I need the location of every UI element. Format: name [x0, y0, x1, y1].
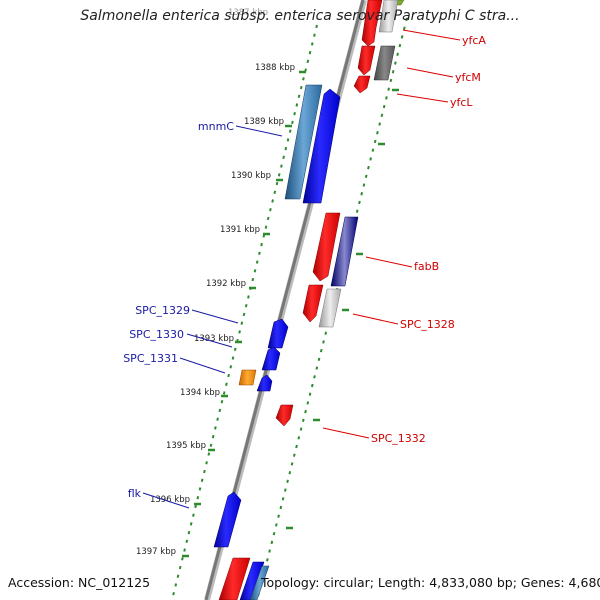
scale-label-1395: 1395 kbp [166, 441, 206, 451]
gene-feature-SPC_1330[interactable] [261, 346, 281, 371]
gene-feature-yfcA-grey[interactable] [378, 0, 399, 33]
gene-label-yfcM[interactable]: yfcM [455, 71, 481, 84]
gene-feature-bottom-red[interactable] [218, 557, 251, 600]
gene-label-SPC_1330[interactable]: SPC_1330 [129, 328, 184, 341]
gene-label-SPC_1329[interactable]: SPC_1329 [135, 304, 190, 317]
gene-label-fabB[interactable]: fabB [414, 260, 439, 273]
gene-feature-flk[interactable] [213, 491, 242, 548]
gene-feature-yfcM-dgrey[interactable] [373, 45, 396, 81]
scale-label-1396: 1396 kbp [150, 495, 190, 505]
gene-feature-yfcA-red[interactable] [361, 0, 383, 47]
gene-label-SPC_1328[interactable]: SPC_1328 [400, 318, 455, 331]
scale-label-1387: 1387 kbp [228, 8, 268, 18]
gc-track-inner [171, 24, 318, 600]
label-leader-lines [142, 29, 461, 509]
scale-label-1397: 1397 kbp [136, 547, 176, 557]
gene-label-yfcA[interactable]: yfcA [462, 34, 486, 47]
gene-label-mnmC[interactable]: mnmC [198, 120, 234, 133]
gene-feature-SPC_1328-grey[interactable] [318, 288, 342, 328]
scale-label-1389: 1389 kbp [244, 117, 284, 127]
gene-feature-bottom-blue[interactable] [239, 561, 265, 600]
scale-label-1391: 1391 kbp [220, 225, 260, 235]
gene-feature-SPC_1328-red[interactable] [302, 284, 324, 323]
scale-label-1388: 1388 kbp [255, 63, 295, 73]
gene-feature-mnmC-blue[interactable] [302, 88, 341, 204]
reverse-strand-features [218, 0, 405, 600]
gene-feature-SPC_1331-orange[interactable] [238, 369, 257, 386]
topology-text: Topology: circular; Length: 4,833,080 bp… [261, 575, 600, 590]
gene-feature-yfcM-red[interactable] [357, 45, 376, 76]
gene-feature-fabB-red[interactable] [312, 212, 341, 282]
gene-feature-SPC_1329[interactable] [267, 318, 289, 349]
gene-feature-fabB-navy[interactable] [330, 216, 359, 287]
gene-label-flk[interactable]: flk [128, 487, 142, 500]
scale-label-1392: 1392 kbp [206, 279, 246, 289]
forward-strand-features [213, 84, 341, 600]
accession-text: Accession: NC_012125 [8, 575, 151, 590]
gene-label-yfcL[interactable]: yfcL [450, 96, 473, 109]
scale-tick-marks [182, 70, 399, 558]
gene-label-SPC_1332[interactable]: SPC_1332 [371, 432, 426, 445]
gene-feature-SPC_1331-blue[interactable] [256, 374, 273, 392]
gene-feature-yfcL[interactable] [353, 75, 371, 94]
scale-label-1390: 1390 kbp [231, 171, 271, 181]
gene-label-SPC_1331[interactable]: SPC_1331 [123, 352, 178, 365]
scale-label-1393: 1393 kbp [194, 334, 234, 344]
gene-feature-mnmC-steel[interactable] [284, 84, 323, 200]
map-title: Salmonella enterica subsp. enterica sero… [80, 8, 520, 24]
gene-feature-bottom-steel[interactable] [249, 565, 270, 600]
gc-track-outer [256, 17, 408, 600]
gene-feature-SPC_1332[interactable] [275, 404, 294, 427]
scale-label-1394: 1394 kbp [180, 388, 220, 398]
